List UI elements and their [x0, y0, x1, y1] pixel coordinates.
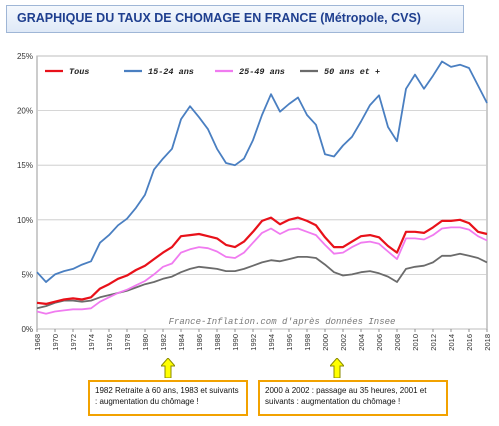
annotation-note-35-hours: 2000 à 2002 : passage au 35 heures, 2001…	[258, 380, 448, 416]
y-tick-label: 0%	[21, 325, 33, 334]
x-tick-label: 1998	[303, 334, 312, 351]
annotation-note-retirement: 1982 Retraite à 60 ans, 1983 et suivants…	[88, 380, 248, 416]
x-tick-label: 1988	[213, 334, 222, 351]
x-tick-label: 2010	[411, 334, 420, 351]
x-tick-label: 1986	[195, 334, 204, 351]
x-tick-label: 1972	[69, 334, 78, 351]
arrow-up-icon	[161, 358, 175, 378]
series-line-seniors	[36, 252, 488, 310]
series-line-jeunes	[36, 60, 488, 283]
x-tick-label: 1970	[51, 334, 60, 351]
x-tick-label: 1978	[123, 334, 132, 351]
y-tick-label: 25%	[17, 52, 33, 61]
x-tick-label: 1982	[159, 334, 168, 351]
legend-label: 15-24 ans	[148, 67, 194, 77]
x-tick-label: 2014	[447, 334, 456, 351]
x-tick-label: 2000	[321, 334, 330, 351]
x-tick-label: 1974	[87, 334, 96, 351]
series-line-adultes	[36, 226, 488, 315]
x-tick-label: 1984	[177, 334, 186, 351]
x-tick-label: 1976	[105, 334, 114, 351]
y-tick-label: 5%	[21, 270, 33, 279]
legend-label: Tous	[69, 67, 89, 77]
watermark-text: France-Inflation.com d'après données Ins…	[169, 317, 396, 327]
x-tick-label: 2012	[429, 334, 438, 351]
y-tick-label: 15%	[17, 161, 33, 170]
x-tick-label: 1990	[231, 334, 240, 351]
x-tick-label: 2006	[375, 334, 384, 351]
x-tick-label: 2008	[393, 334, 402, 351]
x-tick-label: 1996	[285, 334, 294, 351]
y-tick-label: 20%	[17, 107, 33, 116]
x-tick-label: 2004	[357, 334, 366, 351]
legend-label: 25-49 ans	[239, 67, 285, 77]
x-tick-label: 2002	[339, 334, 348, 351]
y-tick-label: 10%	[17, 216, 33, 225]
x-tick-label: 2018	[483, 334, 492, 351]
series-line-tous	[36, 216, 488, 305]
x-tick-label: 1968	[33, 334, 42, 351]
x-tick-label: 1980	[141, 334, 150, 351]
x-tick-label: 1992	[249, 334, 258, 351]
arrow-up-icon	[330, 358, 344, 378]
title-banner: GRAPHIQUE DU TAUX DE CHOMAGE EN FRANCE (…	[6, 5, 464, 33]
plot-area	[36, 55, 488, 330]
x-tick-label: 1994	[267, 334, 276, 351]
chart-title: GRAPHIQUE DU TAUX DE CHOMAGE EN FRANCE (…	[17, 11, 421, 25]
x-tick-label: 2016	[465, 334, 474, 351]
legend-label: 50 ans et +	[324, 67, 380, 77]
